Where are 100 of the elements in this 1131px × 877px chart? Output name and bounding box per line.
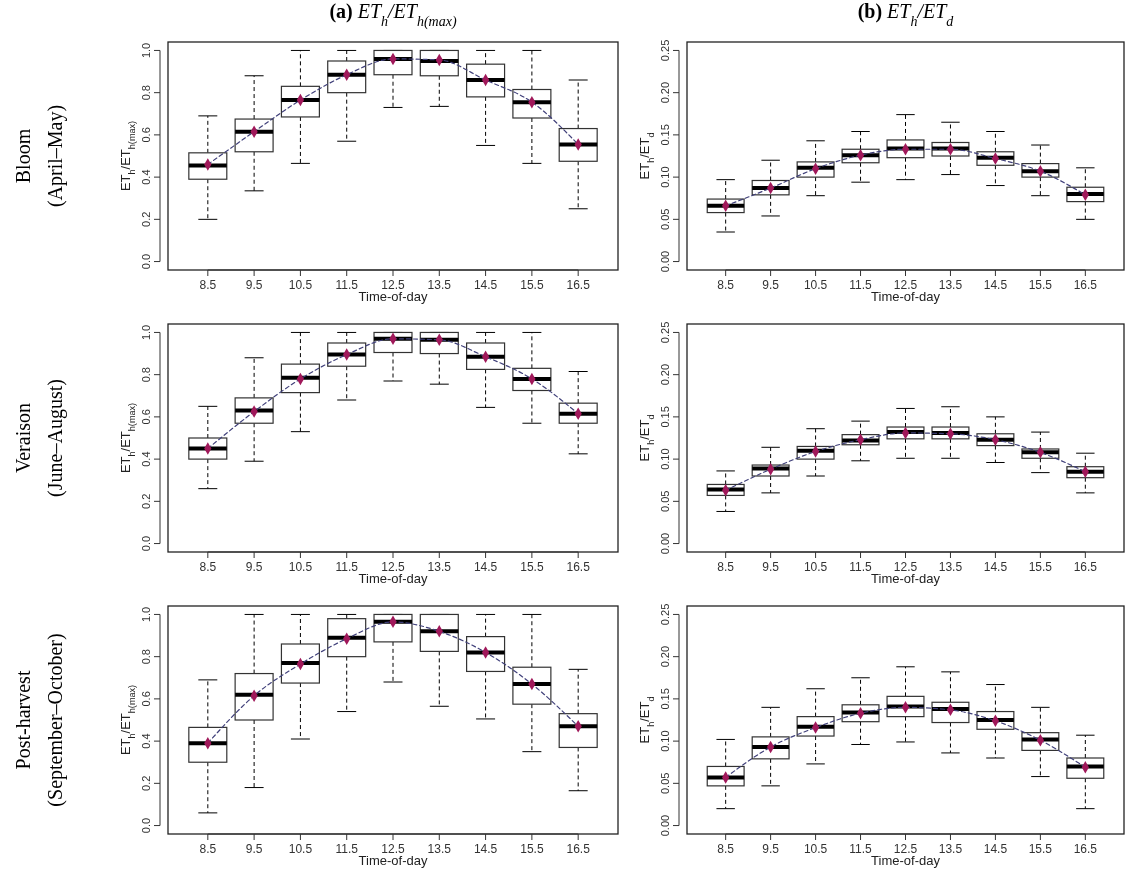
x-tick-label: 16.5 (566, 842, 591, 856)
x-tick-label: 9.5 (762, 842, 780, 856)
x-tick-label: 9.5 (762, 560, 780, 574)
x-tick-label: 12.5 (893, 560, 918, 574)
x-tick-label: 10.5 (803, 560, 828, 574)
y-tick-label: 0.8 (140, 367, 152, 383)
x-tick-label: 15.5 (1028, 278, 1053, 292)
y-tick-label: 0.2 (140, 493, 152, 509)
y-tick-label: 0.10 (659, 166, 671, 188)
y-tick-label: 0.00 (659, 250, 671, 273)
x-tick-label: 15.5 (520, 842, 544, 856)
x-tick-label: 11.5 (849, 278, 873, 292)
x-axis-title: Time-of-day (871, 571, 941, 586)
text: Veraison (June–August) (12, 379, 67, 497)
y-tick-label: 0.05 (659, 208, 671, 231)
x-tick-label: 15.5 (1028, 842, 1053, 856)
y-tick-label: 0.15 (659, 124, 671, 146)
x-tick-label: 11.5 (849, 842, 873, 856)
y-tick-label: 0.0 (140, 253, 152, 270)
x-tick-label: 13.5 (938, 560, 963, 574)
x-axis-title: Time-of-day (358, 571, 428, 586)
x-tick-label: 13.5 (427, 560, 452, 574)
x-tick-label: 9.5 (245, 842, 263, 856)
y-tick-label: 0.4 (140, 733, 152, 749)
y-tick-label: 0.8 (140, 85, 152, 101)
y-tick-label: 0.4 (140, 169, 152, 185)
x-tick-label: 8.5 (717, 560, 735, 574)
y-tick-label: 0.6 (140, 127, 152, 143)
x-tick-label: 13.5 (938, 842, 963, 856)
y-tick-label: 0.25 (659, 321, 671, 344)
y-tick-label: 0.6 (140, 691, 152, 707)
x-tick-label: 11.5 (335, 560, 359, 574)
x-tick-label: 8.5 (717, 842, 735, 856)
y-tick-label: 0.6 (140, 409, 152, 425)
y-tick-label: 1.0 (140, 42, 152, 59)
x-tick-label: 8.5 (199, 278, 217, 292)
x-tick-label: 14.5 (983, 278, 1008, 292)
y-tick-label: 0.2 (140, 775, 152, 791)
x-tick-label: 8.5 (199, 842, 217, 856)
x-tick-label: 12.5 (893, 278, 918, 292)
y-tick-label: 0.10 (659, 448, 671, 470)
x-tick-label: 14.5 (983, 560, 1008, 574)
x-axis-title: Time-of-day (358, 289, 428, 304)
x-tick-label: 9.5 (245, 278, 263, 292)
x-tick-label: 10.5 (288, 278, 313, 292)
x-tick-label: 9.5 (762, 278, 780, 292)
x-tick-label: 11.5 (335, 278, 359, 292)
x-tick-label: 12.5 (381, 842, 405, 856)
y-tick-label: 0.00 (659, 532, 671, 555)
y-tick-label: 0.20 (659, 645, 671, 668)
x-tick-label: 12.5 (381, 560, 405, 574)
x-tick-label: 16.5 (1073, 842, 1098, 856)
x-tick-label: 10.5 (803, 278, 828, 292)
y-tick-label: 0.05 (659, 772, 671, 795)
x-tick-label: 9.5 (245, 560, 263, 574)
x-tick-label: 8.5 (199, 560, 217, 574)
y-tick-label: 0.2 (140, 211, 152, 227)
y-tick-label: 1.0 (140, 324, 152, 341)
x-tick-label: 10.5 (288, 842, 313, 856)
y-tick-label: 0.15 (659, 688, 671, 710)
x-tick-label: 16.5 (1073, 560, 1098, 574)
y-tick-label: 0.0 (140, 535, 152, 552)
y-tick-label: 0.25 (659, 39, 671, 62)
x-tick-label: 13.5 (427, 278, 452, 292)
y-tick-label: 0.00 (659, 814, 671, 837)
x-tick-label: 16.5 (566, 560, 591, 574)
x-tick-label: 12.5 (893, 842, 918, 856)
x-tick-label: 15.5 (520, 278, 544, 292)
y-tick-label: 0.4 (140, 451, 152, 467)
x-axis-title: Time-of-day (358, 853, 428, 868)
text: Post-harvest (September–October) (12, 633, 67, 807)
y-tick-label: 0.25 (659, 603, 671, 626)
x-tick-label: 10.5 (288, 560, 313, 574)
x-tick-label: 14.5 (983, 842, 1008, 856)
x-axis-title: Time-of-day (871, 289, 941, 304)
x-tick-label: 14.5 (473, 842, 498, 856)
x-tick-label: 14.5 (473, 560, 498, 574)
chart-title: (b) ET$_{h}$/ET$_{d}$ (857, 0, 955, 29)
x-axis-title: Time-of-day (871, 853, 941, 868)
y-tick-label: 1.0 (140, 606, 152, 623)
x-tick-label: 11.5 (335, 842, 359, 856)
x-tick-label: 15.5 (520, 560, 544, 574)
x-tick-label: 12.5 (381, 278, 405, 292)
text: Bloom (April–May) (12, 104, 67, 208)
y-tick-label: 0.15 (659, 406, 671, 428)
y-tick-label: 0.10 (659, 730, 671, 752)
x-tick-label: 13.5 (938, 278, 963, 292)
y-tick-label: 0.0 (140, 817, 152, 834)
y-tick-label: 0.05 (659, 490, 671, 513)
x-tick-label: 13.5 (427, 842, 452, 856)
chart-title: (a) ET$_{h}$/ET$_{h(max)}$ (329, 0, 457, 30)
x-tick-label: 16.5 (566, 278, 591, 292)
x-tick-label: 14.5 (473, 278, 498, 292)
y-tick-label: 0.20 (659, 363, 671, 386)
y-tick-label: 0.20 (659, 81, 671, 104)
y-tick-label: 0.8 (140, 649, 152, 665)
x-tick-label: 11.5 (849, 560, 873, 574)
x-tick-label: 8.5 (717, 278, 735, 292)
x-tick-label: 15.5 (1028, 560, 1053, 574)
x-tick-label: 10.5 (803, 842, 828, 856)
